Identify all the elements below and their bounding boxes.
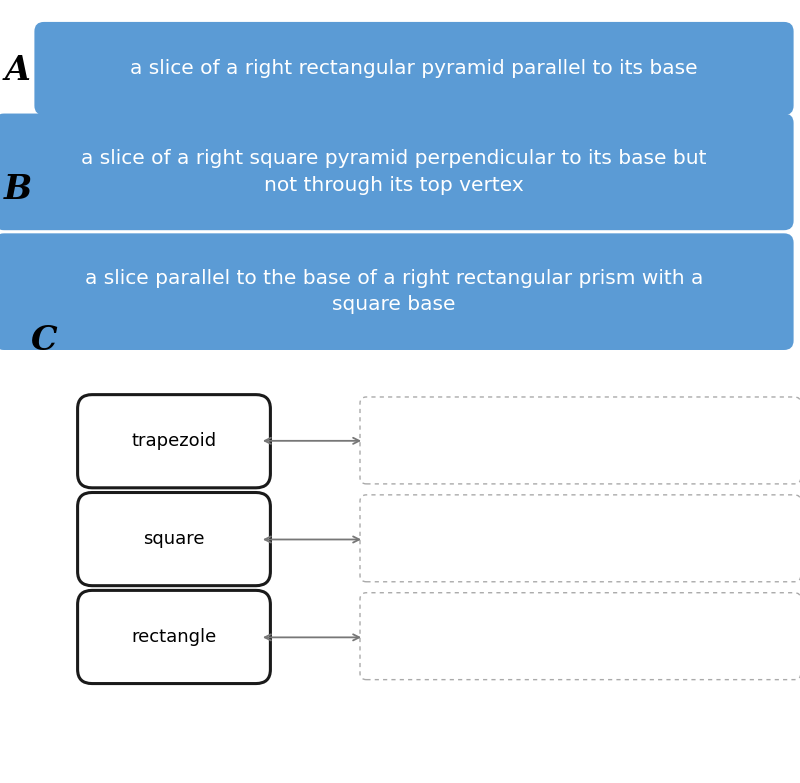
FancyBboxPatch shape: [0, 114, 794, 230]
Text: a slice of a right square pyramid perpendicular to its base but
not through its : a slice of a right square pyramid perpen…: [82, 149, 706, 195]
Text: rectangle: rectangle: [131, 628, 217, 646]
Text: C: C: [30, 324, 58, 357]
Text: B: B: [3, 173, 32, 206]
FancyBboxPatch shape: [78, 590, 270, 684]
FancyBboxPatch shape: [360, 495, 800, 582]
FancyBboxPatch shape: [78, 395, 270, 488]
Text: a slice parallel to the base of a right rectangular prism with a
square base: a slice parallel to the base of a right …: [85, 269, 703, 315]
Text: trapezoid: trapezoid: [131, 432, 217, 450]
FancyBboxPatch shape: [360, 593, 800, 680]
FancyBboxPatch shape: [0, 233, 794, 350]
Text: square: square: [143, 530, 205, 548]
Text: a slice of a right rectangular pyramid parallel to its base: a slice of a right rectangular pyramid p…: [130, 59, 698, 78]
FancyBboxPatch shape: [360, 397, 800, 484]
FancyBboxPatch shape: [34, 22, 794, 115]
Text: A: A: [5, 54, 30, 87]
FancyBboxPatch shape: [78, 493, 270, 586]
